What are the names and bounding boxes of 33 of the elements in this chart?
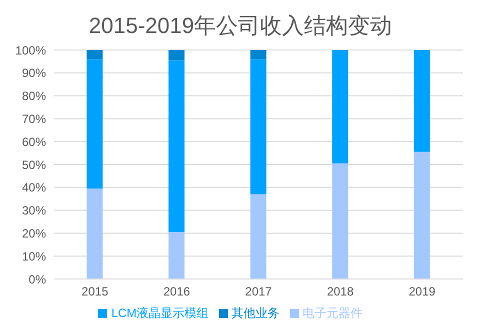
y-tick-label: 90% (22, 66, 46, 80)
legend-label: 其他业务 (232, 306, 280, 320)
y-tick-label: 30% (22, 204, 46, 218)
x-tick-label: 2018 (326, 284, 354, 299)
bar (332, 50, 348, 164)
chart-title: 2015-2019年公司收入结构变动 (88, 12, 394, 40)
y-tick-label: 60% (22, 134, 46, 149)
x-tick-label: 2019 (408, 284, 436, 299)
bar (250, 50, 266, 60)
bar (86, 59, 103, 189)
x-tick-label: 2016 (163, 284, 190, 299)
y-tick-label: 50% (22, 158, 46, 172)
bar (250, 194, 266, 279)
y-tick-label: 40% (22, 180, 46, 195)
bar (250, 59, 266, 194)
y-tick-label: 70% (22, 112, 46, 126)
bar (168, 50, 185, 60)
bar (414, 152, 430, 279)
legend-label: LCM液晶显示模组 (111, 306, 209, 320)
y-tick-label: 0% (28, 272, 46, 286)
bar (168, 60, 185, 232)
y-tick-label: 100% (15, 43, 46, 58)
y-tick-label: 80% (22, 89, 46, 104)
bar (414, 50, 430, 152)
x-tick-label: 2017 (245, 284, 272, 299)
x-tick-label: 2015 (82, 284, 109, 299)
bar (168, 232, 185, 279)
y-tick-label: 10% (22, 249, 46, 264)
bar (332, 163, 348, 279)
bar (86, 188, 103, 279)
legend-label: 电子元器件 (302, 306, 363, 320)
y-tick-label: 20% (22, 226, 46, 240)
bar (86, 50, 103, 60)
